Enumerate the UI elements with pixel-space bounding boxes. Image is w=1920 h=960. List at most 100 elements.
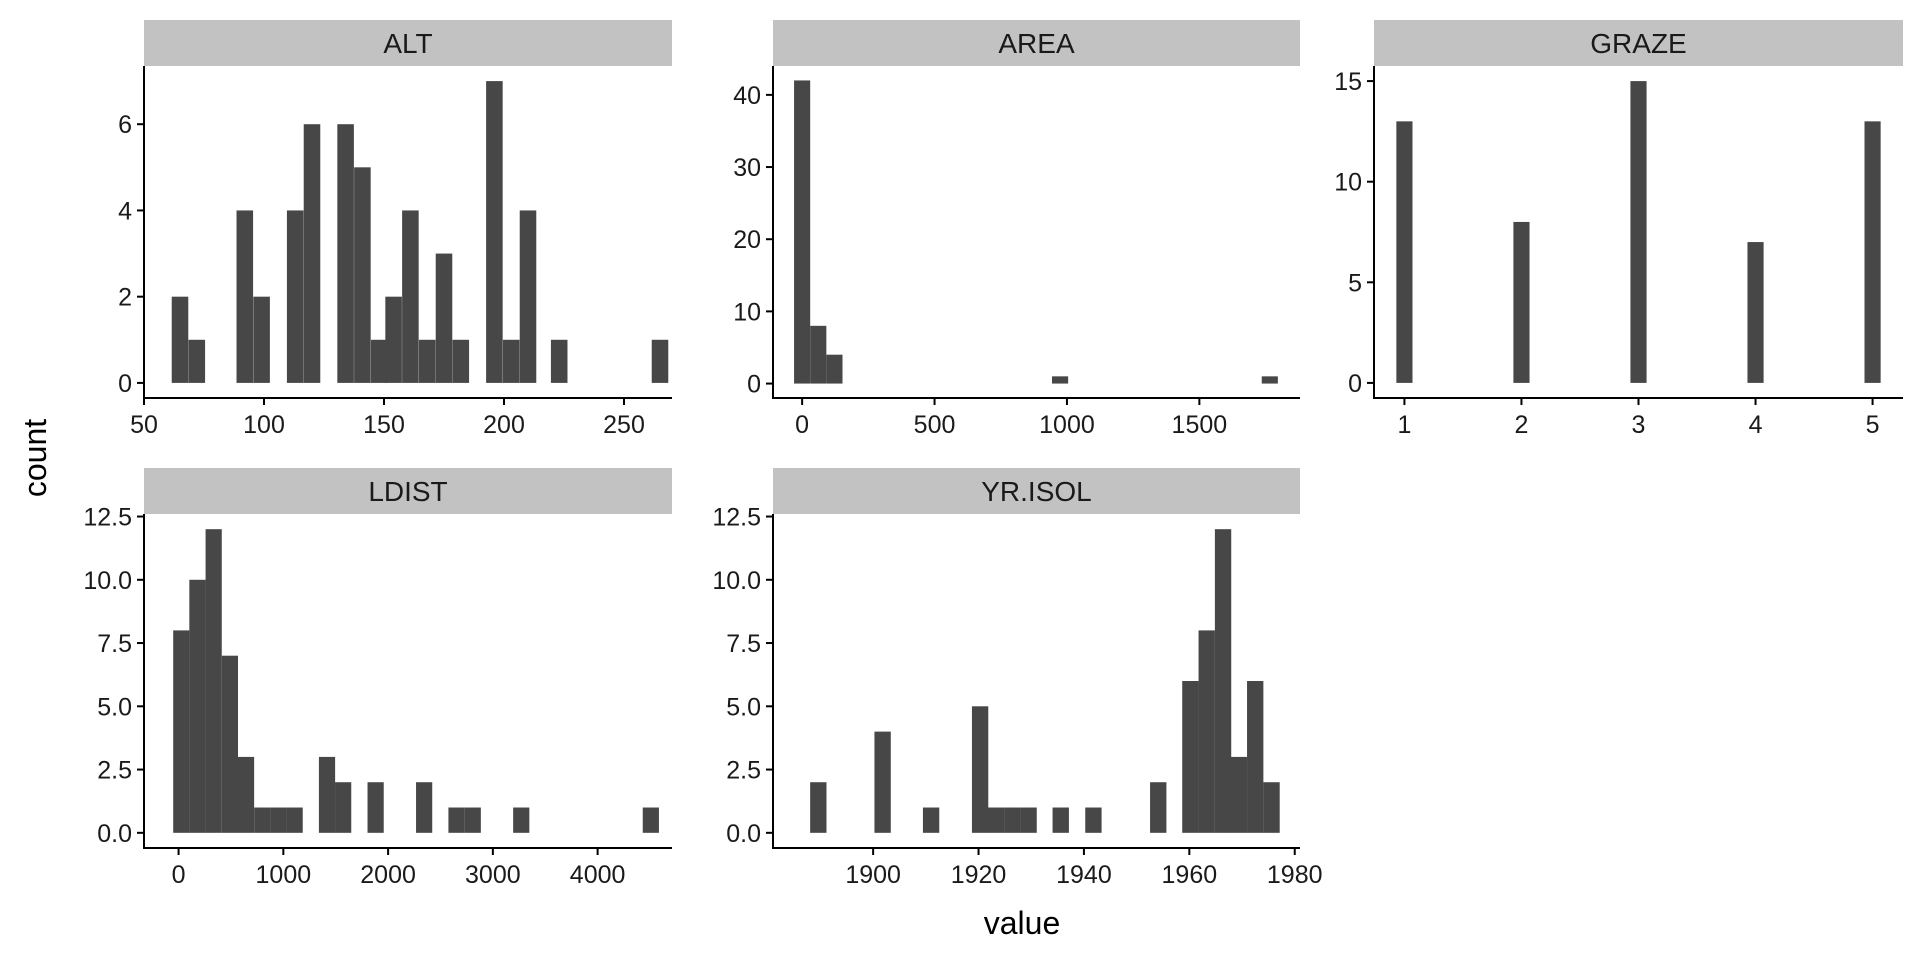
- x-tick-label: 250: [603, 411, 645, 439]
- x-tick-label: 1000: [256, 861, 312, 889]
- x-tick-label: 1960: [1162, 861, 1218, 889]
- y-tick-label: 12.5: [712, 504, 761, 532]
- histogram-bar: [971, 706, 989, 833]
- y-tick-label: 12.5: [83, 504, 132, 532]
- y-tick-label: 10: [1334, 169, 1362, 197]
- x-tick-label: 4000: [570, 861, 626, 889]
- histogram-bar: [1150, 782, 1167, 833]
- histogram-bar: [221, 655, 239, 833]
- y-tick-label: 2.5: [726, 757, 761, 785]
- histogram-bar: [519, 210, 537, 383]
- histogram-bar: [987, 807, 1005, 833]
- y-tick-label: 0: [1348, 370, 1362, 398]
- y-tick-label: 0.0: [97, 820, 132, 848]
- y-tick-label: 7.5: [97, 630, 132, 658]
- histogram-bar: [486, 81, 503, 383]
- facet-panel-area: AREA 0 10 20 30 40 0 500 1000 1500: [733, 20, 1300, 439]
- facet-strip-alt: [144, 20, 672, 66]
- histogram-bar: [810, 782, 827, 833]
- x-tick-label: 50: [130, 411, 158, 439]
- x-tick-label: 0: [172, 861, 186, 889]
- histogram-bar: [173, 630, 190, 833]
- histogram-bar: [922, 807, 940, 833]
- x-tick-label: 4: [1749, 411, 1763, 439]
- x-tick-label: 2: [1515, 411, 1529, 439]
- histogram-bar: [1052, 376, 1069, 384]
- x-tick-label: 2000: [360, 861, 416, 889]
- histogram-bar: [205, 529, 222, 833]
- y-tick-label: 4: [118, 197, 132, 225]
- histogram-bar: [188, 339, 206, 383]
- histogram-bar: [513, 807, 530, 833]
- histogram-bar: [171, 296, 189, 383]
- histogram-bar: [254, 807, 271, 833]
- y-tick-label: 2: [118, 284, 132, 312]
- y-tick-label: 0: [747, 371, 761, 399]
- y-tick-label: 10.0: [83, 567, 132, 595]
- histogram-bar: [1214, 529, 1232, 833]
- histogram-bar: [1182, 681, 1199, 833]
- histogram-bar: [1513, 221, 1530, 383]
- x-tick-label: 150: [363, 411, 405, 439]
- histogram-bar: [1230, 756, 1248, 833]
- x-tick-label: 1: [1397, 411, 1411, 439]
- histogram-bar: [1630, 81, 1647, 383]
- facet-panel-yr-isol: YR.ISOL 0.0 2.5 5.0 7.5 10.0 12.5 1900 1920 1940 1…: [712, 468, 1323, 889]
- y-tick-label: 5: [1348, 269, 1362, 297]
- x-tick-label: 1940: [1056, 861, 1112, 889]
- histogram-bar: [367, 782, 384, 833]
- facet-strip-ldist: [144, 468, 672, 514]
- x-tick-label: 3: [1632, 411, 1646, 439]
- histogram-bar: [1747, 242, 1764, 383]
- histogram-bar: [464, 807, 481, 833]
- y-tick-label: 7.5: [726, 630, 761, 658]
- histogram-bar: [370, 339, 388, 383]
- histogram-bar: [1864, 121, 1881, 383]
- histogram-bar: [303, 124, 321, 383]
- x-tick-label: 0: [795, 411, 809, 439]
- x-axis-title: value: [984, 905, 1061, 941]
- histogram-bar: [642, 807, 659, 833]
- facet-strip-label: LDIST: [368, 476, 447, 507]
- histogram-bar: [418, 339, 436, 383]
- histogram-bar: [1085, 807, 1102, 833]
- facet-strip-graze: [1374, 20, 1903, 66]
- histogram-bar: [452, 339, 470, 383]
- y-tick-label: 5.0: [726, 693, 761, 721]
- histogram-bar: [550, 339, 568, 383]
- y-axis-title: count: [17, 419, 53, 497]
- x-tick-label: 200: [483, 411, 525, 439]
- facet-panel-graze: GRAZE 0 5 10 15 1 2 3 4 5: [1334, 20, 1903, 439]
- histogram-bar: [189, 579, 206, 833]
- y-tick-label: 30: [733, 154, 761, 182]
- histogram-bar: [1396, 121, 1413, 383]
- histogram-bar: [236, 210, 254, 383]
- x-tick-label: 1920: [951, 861, 1007, 889]
- facet-strip-label: AREA: [998, 28, 1075, 59]
- histogram-bar: [286, 210, 304, 383]
- histogram-bar: [286, 807, 303, 833]
- histogram-bar: [402, 210, 419, 383]
- histogram-bar: [337, 124, 354, 383]
- facet-strip-label: YR.ISOL: [981, 476, 1091, 507]
- histogram-bar: [335, 782, 352, 833]
- histogram-bar: [354, 167, 371, 383]
- histogram-bar: [318, 756, 336, 833]
- histogram-bar: [1052, 807, 1069, 833]
- x-tick-label: 100: [243, 411, 285, 439]
- histogram-bar: [1261, 376, 1278, 384]
- x-tick-label: 1500: [1172, 411, 1228, 439]
- histogram-bar: [448, 807, 465, 833]
- y-tick-label: 0: [118, 370, 132, 398]
- y-tick-label: 10: [733, 298, 761, 326]
- y-tick-label: 40: [733, 82, 761, 110]
- y-tick-label: 6: [118, 111, 132, 139]
- histogram-bar: [1198, 630, 1215, 833]
- x-tick-label: 5: [1866, 411, 1880, 439]
- facet-strip-area: [773, 20, 1300, 66]
- x-tick-label: 1000: [1039, 411, 1095, 439]
- facet-panel-ldist: LDIST 0.0 2.5 5.0 7.5 10.0 12.5 0 1000 2000 3000 40…: [83, 468, 672, 889]
- histogram-bar: [810, 325, 827, 384]
